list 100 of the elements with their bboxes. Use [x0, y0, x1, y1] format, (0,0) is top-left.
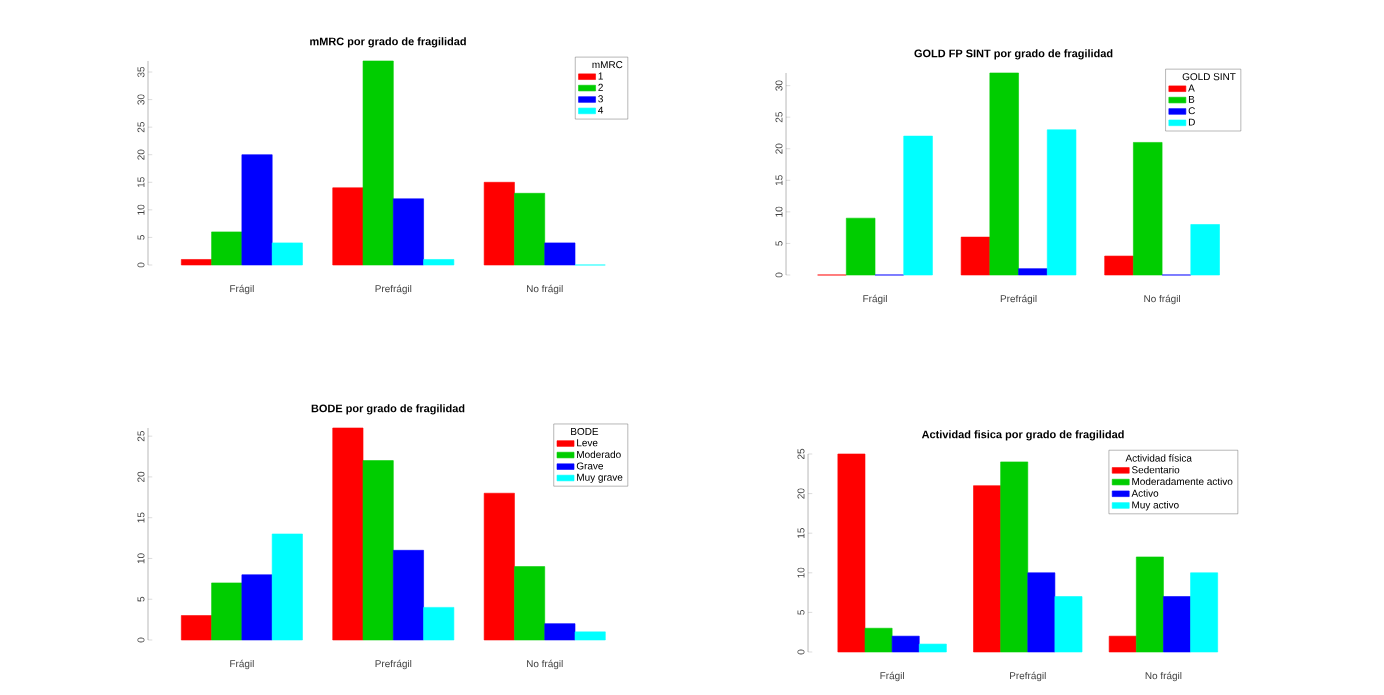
y-tick-label: 0	[137, 262, 145, 268]
legend-label: 4	[598, 106, 604, 114]
x-tick-label: No frágil	[1144, 294, 1180, 305]
y-tick-label: 10	[137, 553, 145, 564]
bar	[393, 198, 424, 266]
bar	[574, 631, 606, 641]
bar	[423, 259, 455, 266]
y-tick-label: 5	[137, 235, 145, 240]
y-tick-label: 25	[775, 112, 783, 123]
bar	[989, 72, 1019, 276]
y-tick-label: 10	[137, 204, 145, 215]
y-tick-label: 5	[137, 596, 145, 602]
x-tick-label: Frágil	[880, 671, 904, 682]
legend-label: C	[1188, 107, 1195, 115]
y-tick-label: 15	[797, 528, 805, 538]
y-tick-label: 20	[797, 488, 805, 499]
bar	[918, 643, 947, 653]
bar	[514, 566, 546, 641]
legend-label: Muy activo	[1132, 501, 1179, 511]
bar	[1190, 572, 1218, 653]
bar	[544, 242, 576, 266]
y-tick-label: 15	[137, 512, 145, 523]
y-tick-label: 15	[775, 175, 783, 186]
y-tick-label: 5	[797, 610, 805, 615]
bar	[837, 453, 866, 653]
bar	[211, 231, 243, 266]
y-tick-label: 25	[137, 431, 145, 442]
x-tick-label: Prefrágil	[375, 284, 412, 295]
legend-label: Moderadamente activo	[1132, 477, 1233, 486]
chart-title: GOLD FP SINT por grado de fragilidad	[914, 49, 1113, 60]
legend-title: mMRC	[592, 61, 623, 69]
chart-title: mMRC por grado de fragilidad	[310, 37, 466, 48]
bar	[1108, 635, 1137, 653]
bar	[332, 427, 364, 641]
legend-label: Grave	[576, 462, 604, 470]
bar	[903, 135, 933, 276]
legend-label: D	[1188, 118, 1195, 126]
legend-label: Sedentario	[1131, 466, 1180, 474]
y-tick-label: 15	[137, 177, 145, 188]
bar	[514, 193, 546, 266]
bar	[181, 615, 212, 641]
bar	[483, 181, 515, 266]
bar	[960, 236, 991, 276]
bar	[973, 485, 1001, 653]
legend-label: Activo	[1131, 489, 1159, 497]
y-tick-label: 25	[137, 122, 145, 133]
bar	[1046, 129, 1077, 276]
bar	[864, 627, 893, 653]
y-tick-label: 5	[775, 241, 783, 246]
legend-label: Moderado	[577, 450, 621, 459]
x-tick-label: Frágil	[230, 659, 254, 670]
bar	[181, 259, 212, 266]
bar	[1000, 461, 1029, 653]
bar	[1027, 572, 1056, 653]
y-tick-label: 20	[137, 471, 145, 482]
x-tick-label: Frágil	[230, 284, 254, 295]
bar	[271, 242, 303, 266]
y-tick-label: 0	[775, 272, 783, 278]
x-tick-label: No frágil	[527, 659, 563, 670]
legend-label: B	[1188, 95, 1195, 103]
y-tick-label: 30	[775, 80, 783, 91]
bar	[1054, 596, 1083, 653]
bar	[241, 154, 273, 266]
x-tick-label: Prefrágil	[1000, 294, 1037, 305]
x-tick-label: Prefrágil	[1010, 671, 1046, 682]
bar	[1136, 556, 1164, 653]
bar	[362, 60, 394, 266]
bar	[271, 533, 303, 641]
y-tick-label: 10	[797, 567, 805, 578]
y-tick-label: 30	[137, 94, 145, 105]
y-tick-label: 0	[137, 637, 145, 643]
bar	[332, 187, 364, 266]
y-tick-label: 25	[797, 448, 805, 460]
y-tick-label: 20	[775, 143, 783, 154]
bar	[1190, 224, 1220, 276]
x-tick-label: No frágil	[527, 284, 563, 295]
y-tick-label: 10	[775, 206, 783, 217]
y-tick-label: 35	[137, 66, 145, 78]
legend-title: Actividad física	[1125, 454, 1192, 462]
legend-label: 3	[598, 95, 603, 103]
bar	[1133, 142, 1163, 276]
legend-label: 1	[598, 72, 603, 80]
legend-label: Leve	[577, 439, 598, 447]
legend-label: 2	[598, 83, 603, 91]
bar	[544, 623, 576, 641]
x-tick-label: Frágil	[863, 294, 887, 305]
bar	[362, 460, 394, 641]
x-tick-label: No frágil	[1145, 671, 1182, 682]
x-tick-label: Prefrágil	[375, 659, 412, 670]
bar	[891, 635, 920, 653]
bar	[241, 574, 273, 641]
y-tick-label: 0	[797, 649, 805, 655]
legend-label: Muy grave	[577, 473, 623, 483]
bar	[393, 550, 424, 641]
y-tick-label: 20	[137, 149, 145, 160]
bar	[1018, 268, 1048, 276]
bar	[1104, 255, 1134, 276]
chart-title: BODE por grado de fragilidad	[311, 404, 465, 415]
bar	[1163, 596, 1191, 653]
bar	[211, 582, 243, 641]
